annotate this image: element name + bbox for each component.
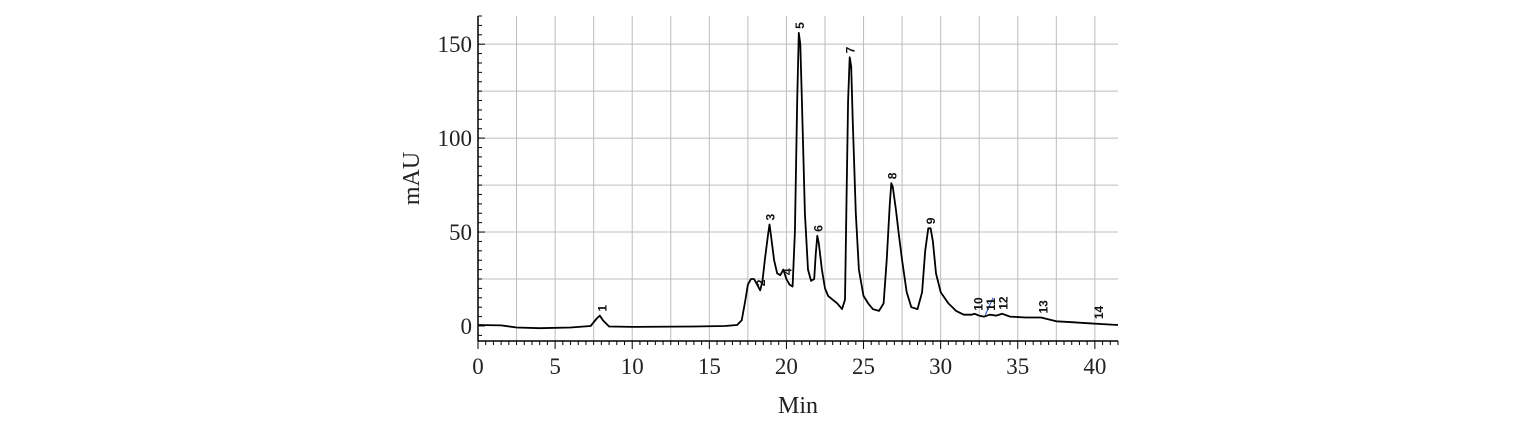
x-tick-label: 5 [549, 354, 561, 379]
peak-label: 5 [793, 22, 807, 29]
peak-label: 7 [844, 46, 858, 53]
y-tick-label: 100 [438, 126, 473, 151]
trace-layer [477, 32, 1119, 330]
y-tick-label: 150 [438, 32, 473, 57]
y-tick-label: 0 [461, 314, 473, 339]
x-axis-title: Min [778, 393, 818, 419]
peak-label: 12 [996, 296, 1010, 310]
x-tick-label: 15 [698, 354, 721, 379]
x-tick-label: 30 [929, 354, 952, 379]
grid-lines [478, 16, 1118, 341]
x-tick-label: 40 [1083, 354, 1106, 379]
x-tick-label: 25 [852, 354, 875, 379]
peak-label: 1 [595, 305, 609, 312]
peak-label: 11 [984, 298, 998, 311]
peak-label: 6 [811, 225, 825, 232]
x-tick-label: 0 [472, 354, 484, 379]
axes [477, 15, 1119, 349]
peak-label: 8 [885, 172, 899, 179]
tick-labels: 0 5 10 15 20 25 30 35 40 0 50 100 150 [438, 32, 1107, 379]
peak-label: 2 [754, 279, 768, 286]
y-tick-label: 50 [449, 220, 472, 245]
x-tick-label: 35 [1006, 354, 1029, 379]
x-tick-label: 10 [621, 354, 644, 379]
chromatogram-trace [477, 32, 1119, 330]
peak-label: 9 [924, 217, 938, 224]
peak-11-marker [984, 297, 994, 315]
peak-label: 3 [763, 214, 777, 221]
peak-label: 4 [780, 268, 794, 275]
x-tick-label: 20 [775, 354, 798, 379]
y-axis-title: mAU [399, 152, 425, 205]
peak-label: 14 [1092, 305, 1106, 319]
peak-label: 13 [1036, 300, 1050, 314]
peak-label: 10 [972, 297, 986, 311]
